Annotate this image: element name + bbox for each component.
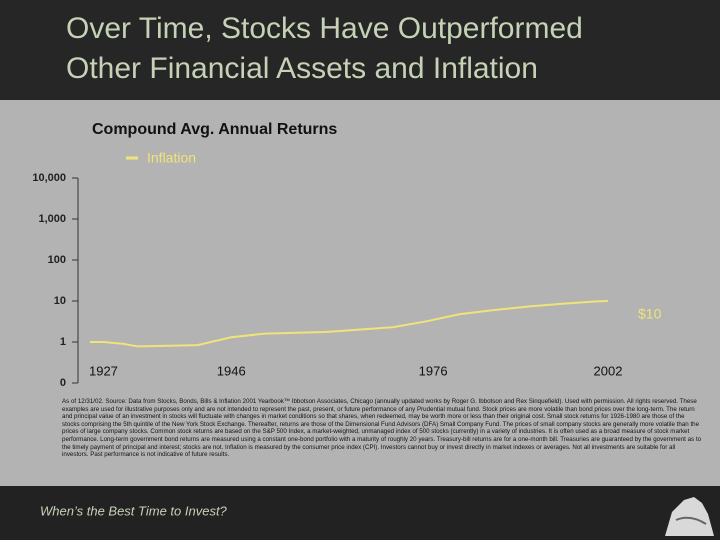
- y-tick-label: 100: [48, 254, 66, 266]
- logo-stroke: [675, 516, 707, 525]
- legend-label: Inflation: [147, 150, 196, 166]
- footer-text: When’s the Best Time to Invest?: [40, 503, 228, 518]
- y-tick-label: 1: [60, 336, 66, 348]
- series-line: [90, 300, 609, 348]
- footnote: As of 12/31/02. Source: Data from Stocks…: [62, 398, 702, 459]
- y-tick-label: 10: [54, 295, 66, 307]
- y-tick-label: 10,000: [32, 172, 66, 184]
- y-tick-label: 0: [60, 377, 66, 389]
- chart-title: Compound Avg. Annual Returns: [92, 121, 337, 138]
- value-label: $10: [638, 306, 662, 322]
- y-tick-label: 1,000: [38, 213, 66, 225]
- x-tick-label: 1927: [89, 363, 118, 378]
- logo-rock: [665, 497, 714, 536]
- x-tick-label: 1976: [419, 363, 448, 378]
- header-band: [0, 0, 720, 100]
- footer-band: [0, 486, 720, 540]
- chart-background: [0, 100, 720, 486]
- x-tick-label: 1946: [217, 363, 246, 378]
- slide-title: Over Time, Stocks Have Outperformed: [66, 12, 583, 45]
- slide-title: Other Financial Assets and Inflation: [66, 52, 538, 85]
- x-tick-label: 2002: [594, 363, 623, 378]
- logo: [665, 497, 714, 536]
